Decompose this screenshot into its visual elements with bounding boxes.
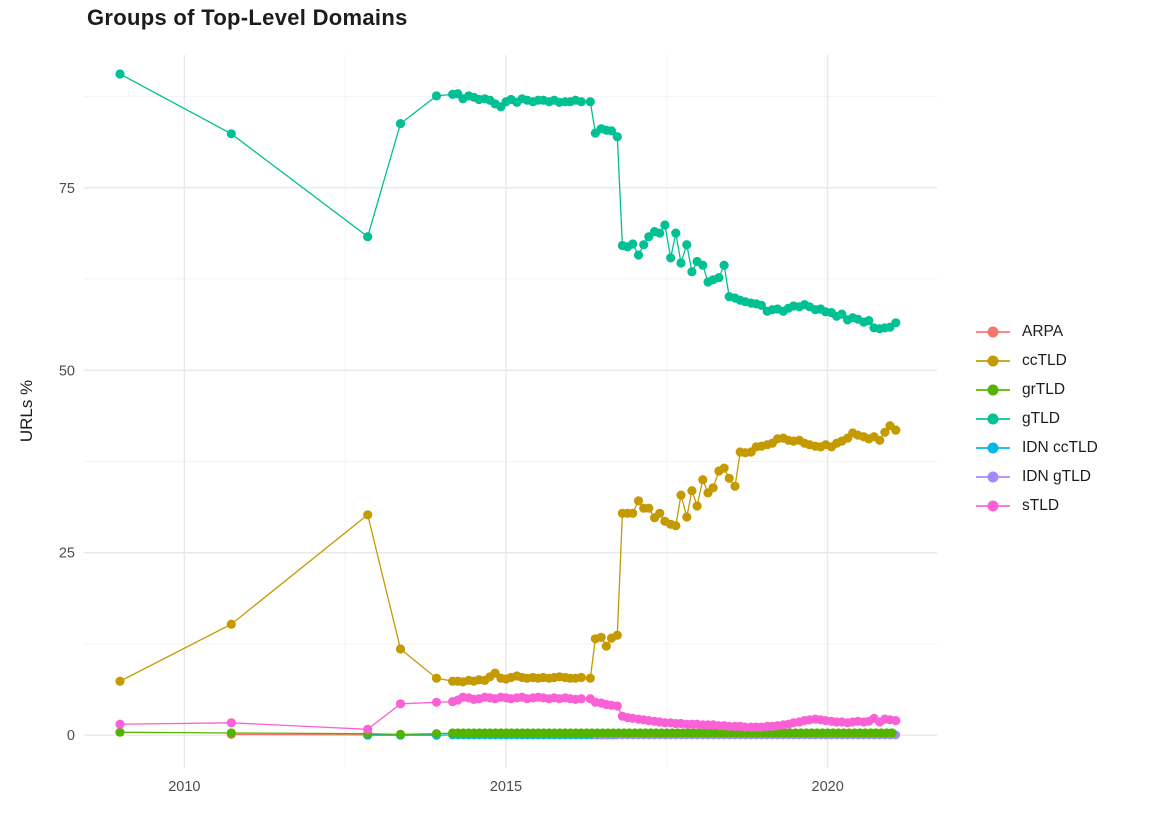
legend-label: IDN ccTLD (1022, 439, 1098, 456)
legend-label: gTLD (1022, 410, 1060, 427)
legend: ARPA ccTLD grTLD gTLD IDN ccTLD IDN gTLD… (976, 321, 1098, 517)
legend-label: sTLD (1022, 497, 1060, 514)
legend-line-dot-icon (976, 466, 1010, 488)
legend-label: ARPA (1022, 323, 1064, 340)
svg-text:2010: 2010 (168, 779, 200, 795)
svg-text:75: 75 (59, 181, 75, 197)
svg-text:25: 25 (59, 546, 75, 562)
legend-item-stld: sTLD (976, 495, 1098, 517)
legend-item-grtld: grTLD (976, 379, 1098, 401)
legend-line-dot-icon (976, 408, 1010, 430)
legend-item-gtld: gTLD (976, 408, 1098, 430)
legend-label: IDN gTLD (1022, 468, 1091, 485)
legend-line-dot-icon (976, 495, 1010, 517)
legend-label: grTLD (1022, 381, 1066, 398)
legend-item-idn-cctld: IDN ccTLD (976, 437, 1098, 459)
legend-line-dot-icon (976, 379, 1010, 401)
svg-text:2020: 2020 (812, 779, 844, 795)
svg-text:0: 0 (67, 728, 75, 744)
y-axis-title: URLs % (17, 379, 36, 443)
legend-item-cctld: ccTLD (976, 350, 1098, 372)
legend-item-idn-gtld: IDN gTLD (976, 466, 1098, 488)
legend-label: ccTLD (1022, 352, 1067, 369)
legend-line-dot-icon (976, 321, 1010, 343)
legend-item-arpa: ARPA (976, 321, 1098, 343)
svg-text:50: 50 (59, 363, 75, 379)
chart-title: Groups of Top-Level Domains (87, 5, 408, 30)
legend-line-dot-icon (976, 437, 1010, 459)
legend-line-dot-icon (976, 350, 1010, 372)
svg-text:2015: 2015 (490, 779, 522, 795)
